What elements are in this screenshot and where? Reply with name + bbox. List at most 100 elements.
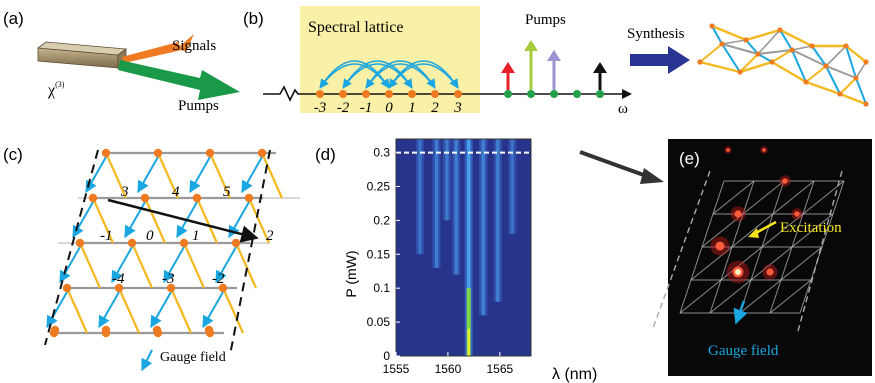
- synthetic-bond: [845, 45, 857, 79]
- imaged-bond: [802, 180, 815, 215]
- panel-e: (e) Excitation Gauge field: [651, 139, 872, 376]
- y-tick-label: 0.15: [367, 247, 391, 261]
- heatmap-frame: [395, 138, 532, 357]
- synthetic-bond: [757, 53, 773, 63]
- lattice-site: [153, 148, 163, 158]
- synthetic-site: [743, 37, 749, 43]
- pump-arrowhead: [547, 50, 561, 61]
- gauge-bond: [98, 291, 120, 329]
- gauge-bond: [46, 291, 68, 329]
- spectral-line: [442, 139, 451, 221]
- lattice-site: [101, 148, 111, 158]
- pump-line-peak: [467, 328, 470, 356]
- synthetic-site: [863, 101, 869, 107]
- spectral-site: [362, 90, 370, 98]
- spectral-site-label: 0: [385, 100, 393, 116]
- emission-spot: [726, 148, 730, 152]
- gauge-bond: [111, 246, 133, 284]
- lattice-site-label: -3: [162, 271, 175, 287]
- lattice-site: [114, 283, 124, 293]
- synthetic-bond: [721, 43, 741, 73]
- pump-arrowhead: [501, 62, 515, 73]
- emission-spot: [782, 178, 788, 184]
- imaged-bond: [679, 279, 722, 314]
- coupling-arc: [365, 63, 436, 89]
- zoom-arrow-line: [579, 150, 653, 180]
- x-tick-label: 1560: [435, 362, 462, 376]
- coupling-bond: [130, 242, 154, 289]
- spectral-site-label: 3: [453, 100, 462, 116]
- spectral-site: [408, 90, 416, 98]
- lattice-site: [257, 148, 267, 158]
- synthetic-bond: [805, 65, 827, 83]
- gauge-bond: [150, 291, 172, 329]
- lattice-site-label: -2: [212, 271, 225, 287]
- panel-e-label: (e): [679, 149, 700, 168]
- excited-site: [735, 269, 741, 275]
- imaged-bond: [780, 246, 823, 281]
- y-tick-label: 0.3: [373, 146, 390, 160]
- gauge-bond: [241, 156, 263, 194]
- chi-label: χ(3): [47, 80, 65, 99]
- spectral-line-core: [510, 139, 514, 234]
- y-tick-label: 0.25: [367, 179, 391, 193]
- synthetic-site: [769, 59, 775, 65]
- lattice-site: [205, 148, 215, 158]
- spectral-site: [431, 90, 439, 98]
- gauge-bond: [137, 156, 159, 194]
- y-tick-label: 0.2: [373, 213, 390, 227]
- spectral-line: [415, 139, 424, 255]
- coupling-arc: [319, 63, 390, 89]
- imaged-bond: [709, 279, 722, 314]
- lattice-site: [204, 325, 214, 335]
- lattice-site-label: 4: [172, 184, 180, 200]
- coupling-bond: [182, 242, 206, 289]
- synthetic-bond: [771, 60, 807, 84]
- synthetic-bond: [699, 43, 723, 63]
- gauge-field-arrow: [141, 349, 153, 372]
- synthetic-site: [789, 47, 795, 53]
- imaged-bond: [750, 246, 793, 281]
- imaged-bond: [742, 180, 755, 215]
- spectral-sites: -3 -2 -1 0 1 2 3: [314, 90, 462, 116]
- lattice-site-label: 2: [266, 228, 274, 244]
- pumps-label: Pumps: [178, 98, 219, 114]
- imaged-bond: [772, 180, 785, 215]
- zoom-arrow-head: [640, 168, 664, 184]
- synthetic-site: [777, 27, 783, 33]
- synthetic-bond: [771, 49, 793, 63]
- coupling-bond: [65, 287, 89, 334]
- synthetic-site: [737, 69, 743, 75]
- lattice-site: [50, 325, 60, 335]
- lattice-site: [140, 193, 150, 203]
- gauge-bond: [59, 246, 81, 284]
- imaged-bond: [712, 180, 755, 215]
- synthetic-bond: [739, 53, 759, 73]
- spectral-line-core: [445, 139, 449, 221]
- pump-site: [550, 90, 558, 98]
- synthesis-arrow: [630, 46, 690, 74]
- spectral-line-core: [434, 139, 439, 268]
- synthetic-bond: [711, 24, 747, 42]
- frequency-axis: [263, 85, 622, 102]
- synthetic-bond: [757, 49, 793, 55]
- x-tick-label: 1565: [486, 362, 513, 376]
- lattice-site: [62, 283, 72, 293]
- pump-site: [504, 90, 512, 98]
- imaged-bond: [720, 246, 763, 281]
- imaged-bond: [769, 279, 782, 314]
- lattice-site-label: -1: [100, 228, 113, 244]
- pump-site: [527, 90, 535, 98]
- panel-a-label: (a): [3, 9, 24, 28]
- pumps-arrow: [118, 60, 240, 100]
- heatmap-ylabel: P (mW): [343, 250, 359, 297]
- coupling-bond: [208, 152, 232, 199]
- synthetic-bond: [839, 92, 867, 106]
- omega-label: ω: [618, 101, 628, 117]
- spectral-line: [508, 139, 517, 234]
- lattice-site: [88, 193, 98, 203]
- synthetic-bond: [825, 65, 857, 79]
- panel-c-label: (c): [3, 145, 23, 164]
- y-tick-label: 0.05: [367, 315, 391, 329]
